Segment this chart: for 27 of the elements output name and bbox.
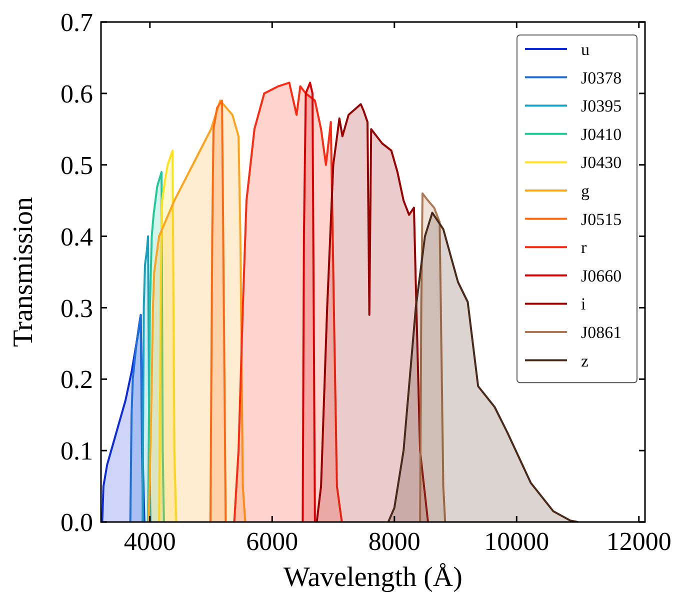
y-tick-label: 0.6 — [60, 80, 93, 109]
legend-label: i — [581, 294, 586, 314]
x-tick-label: 12000 — [606, 527, 672, 556]
x-tick-label: 10000 — [484, 527, 550, 556]
y-tick-label: 0.2 — [60, 365, 93, 394]
x-axis-title: Wavelength (Å) — [284, 562, 462, 593]
legend-label: J0430 — [581, 153, 622, 172]
legend-label: J0410 — [581, 124, 622, 144]
legend-label: J0515 — [581, 210, 622, 229]
legend-label: u — [581, 40, 590, 59]
legend-label: z — [581, 351, 589, 370]
y-tick-label: 0.3 — [60, 294, 93, 323]
legend-label: J0861 — [581, 322, 622, 342]
x-tick-label: 8000 — [368, 527, 420, 556]
y-tick-label: 0.7 — [60, 8, 93, 38]
y-tick-label: 0.0 — [60, 508, 93, 538]
legend-label: r — [581, 238, 587, 258]
legend-label: J0660 — [581, 266, 622, 286]
x-tick-label: 6000 — [246, 527, 298, 556]
legend-label: J0395 — [581, 96, 622, 116]
x-tick-label: 4000 — [124, 527, 176, 556]
y-tick-label: 0.5 — [60, 150, 93, 180]
y-tick-label: 0.4 — [60, 222, 93, 252]
y-axis-title: Transmission — [8, 197, 39, 347]
legend-label: g — [581, 181, 590, 200]
legend-label: J0378 — [581, 68, 622, 88]
y-tick-label: 0.1 — [60, 436, 93, 466]
